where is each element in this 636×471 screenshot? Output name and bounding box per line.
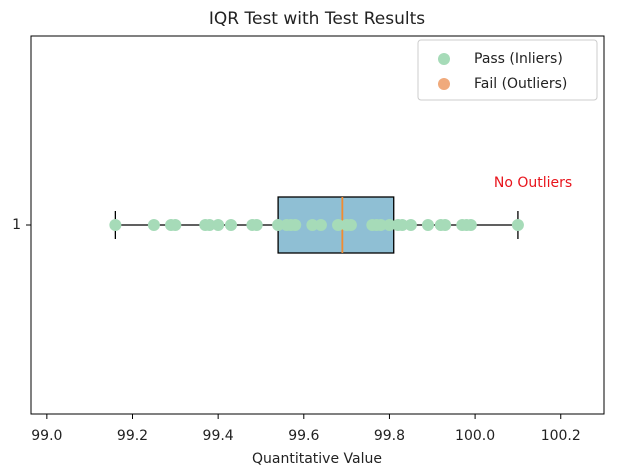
x-tick-label: 99.4: [203, 428, 234, 444]
data-point: [421, 219, 434, 231]
data-point: [109, 219, 122, 231]
data-point: [404, 219, 417, 231]
data-point: [212, 219, 225, 231]
data-point: [374, 219, 387, 231]
data-point: [289, 219, 302, 231]
legend-marker: [438, 78, 450, 90]
x-tick-label: 100.0: [455, 428, 495, 444]
data-point: [272, 219, 285, 231]
legend-label: Fail (Outliers): [474, 76, 567, 92]
x-axis-label: Quantitative Value: [252, 451, 382, 467]
x-tick-label: 100.2: [541, 428, 581, 444]
data-point: [464, 219, 477, 231]
data-point: [439, 219, 452, 231]
data-point: [332, 219, 345, 231]
x-tick-label: 99.2: [117, 428, 148, 444]
chart-title: IQR Test with Test Results: [209, 9, 425, 29]
data-point: [224, 219, 237, 231]
data-point: [314, 219, 327, 231]
data-point: [169, 219, 182, 231]
x-tick-label: 99.0: [31, 428, 62, 444]
annotation: No Outliers: [494, 175, 572, 191]
x-tick-label: 99.6: [288, 428, 319, 444]
data-point: [306, 219, 319, 231]
data-point: [344, 219, 357, 231]
legend-box: [417, 39, 598, 101]
data-point: [250, 219, 263, 231]
data-point: [383, 219, 396, 231]
legend-label: Pass (Inliers): [474, 51, 563, 67]
y-tick-label: 1: [12, 217, 21, 233]
data-point: [511, 219, 524, 231]
legend-marker: [438, 53, 450, 65]
data-point: [203, 219, 216, 231]
data-point: [396, 219, 409, 231]
x-tick-label: 99.8: [374, 428, 405, 444]
data-point: [147, 219, 160, 231]
